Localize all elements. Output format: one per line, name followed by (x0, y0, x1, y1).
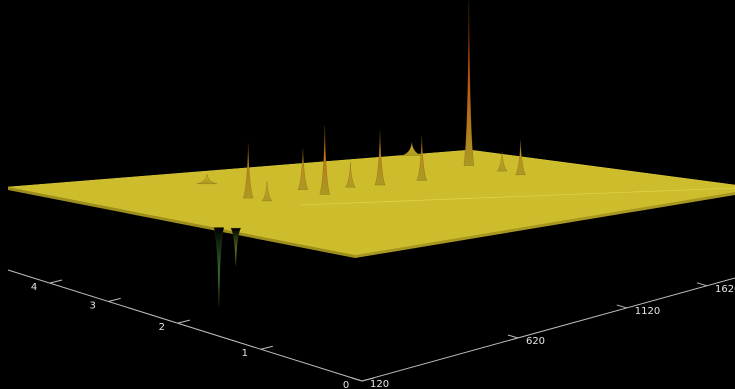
y-tick-label: 2 (159, 322, 165, 333)
x-tick (507, 334, 519, 339)
x-tick-label: 120 (370, 379, 389, 389)
peak (416, 135, 428, 181)
y-axis (7, 269, 363, 382)
x-tick (696, 282, 708, 287)
x-tick (351, 377, 363, 382)
y-tick (49, 279, 63, 284)
peak (213, 227, 225, 307)
y-tick-label: 0 (343, 380, 349, 389)
y-tick (177, 319, 190, 324)
peak (515, 140, 526, 176)
peak (297, 148, 309, 190)
peak (242, 143, 254, 199)
surface-ridge (299, 187, 735, 206)
y-tick (361, 377, 375, 382)
y-tick-label: 3 (89, 300, 95, 311)
x-tick-label: 620 (526, 336, 545, 347)
x-tick-label: 1120 (635, 306, 660, 317)
x-axis (361, 277, 735, 382)
peak (463, 0, 475, 166)
peak (230, 227, 242, 267)
peak (345, 162, 356, 188)
peak (374, 130, 386, 186)
y-tick-label: 1 (242, 348, 248, 359)
y-tick (260, 345, 273, 350)
y-tick (108, 297, 121, 302)
peak (401, 142, 422, 156)
peak (319, 125, 331, 195)
surface-edge (8, 187, 355, 258)
x-tick (616, 304, 627, 309)
peak (261, 181, 273, 202)
peak (496, 151, 508, 172)
surface-edge (355, 192, 735, 258)
y-tick-label: 4 (31, 282, 37, 293)
peak (196, 173, 217, 185)
